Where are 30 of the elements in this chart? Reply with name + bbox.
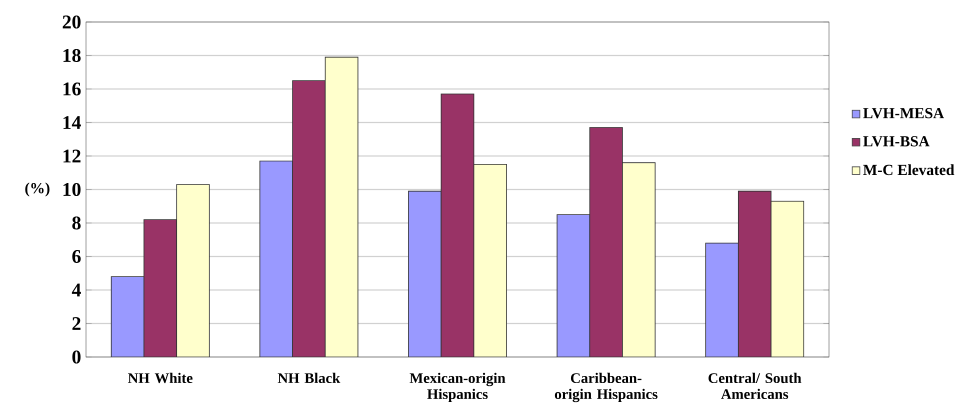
y-tick-label: 2 (72, 317, 80, 330)
bar (144, 219, 178, 357)
bar (110, 276, 144, 357)
bar (259, 160, 293, 357)
y-tick-label: 6 (72, 250, 81, 263)
legend-label: M-C Elevated (863, 164, 954, 176)
x-tick-label: Mexican-origin Hispanics (410, 372, 506, 402)
y-tick-label: 12 (64, 150, 80, 162)
bar (408, 190, 442, 357)
y-tick-label: 8 (72, 216, 81, 230)
y-tick-label: 10 (64, 182, 81, 196)
bar (292, 80, 326, 357)
y-tick-label: 20 (62, 15, 81, 29)
x-tick-label: Caribbean-origin Hispanics (554, 372, 658, 402)
y-tick-label: 16 (64, 82, 81, 96)
bar (738, 190, 772, 357)
legend-label: LVH-MESA (863, 108, 944, 118)
x-tick-label: NH Black (278, 372, 340, 384)
bar (440, 94, 474, 357)
bar (589, 127, 623, 357)
y-axis-title: (%) (25, 182, 50, 196)
y-tick-label: 18 (64, 48, 81, 62)
x-tick-label: Central/ South Americans (708, 372, 802, 400)
y-tick-label: 0 (72, 350, 81, 364)
bar (705, 242, 739, 357)
legend-label: LVH-BSA (863, 136, 930, 147)
y-tick-label: 4 (72, 284, 81, 296)
x-tick-label: NH White (128, 372, 193, 384)
y-tick-label: 14 (64, 116, 81, 129)
bar (556, 214, 590, 357)
